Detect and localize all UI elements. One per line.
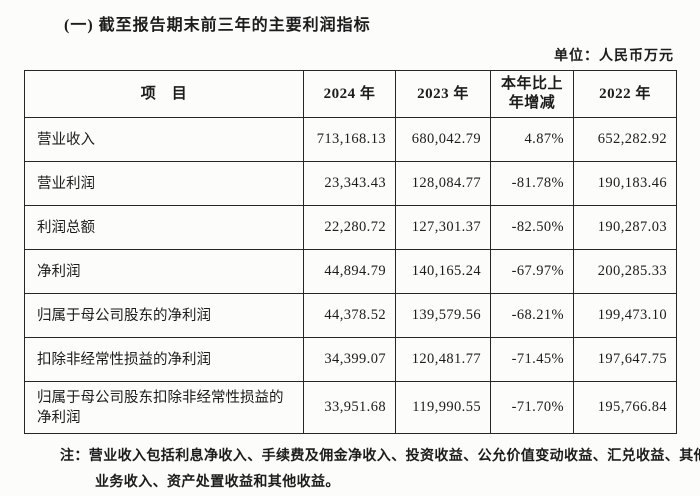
value-2024: 44,378.52 [303, 293, 396, 338]
footnote: 注：营业收入包括利息净收入、手续费及佣金净收入、投资收益、公允价值变动收益、汇兑… [60, 449, 700, 490]
section-title: (一) 截至报告期末前三年的主要利润指标 [64, 17, 371, 34]
value-change: -71.70% [490, 381, 574, 434]
value-2022: 195,766.84 [573, 381, 677, 434]
header-row: 项 目 2024 年 2023 年 本年比上 年增减 2022 年 [24, 70, 677, 118]
value-2024: 34,399.07 [303, 337, 396, 382]
profit-indicators-table: 项 目 2024 年 2023 年 本年比上 年增减 2022 年 营业收入 7… [24, 70, 677, 434]
row-label: 利润总额 [24, 205, 304, 250]
row-label: 归属于母公司股东扣除非经常性损益的净利润 [24, 381, 304, 434]
row-label: 营业利润 [24, 161, 304, 206]
table-row-net-profit-excl-nonrecurring: 扣除非经常性损益的净利润 34,399.07 120,481.77 -71.45… [24, 337, 677, 382]
value-2024: 33,951.68 [303, 381, 396, 434]
value-change: -67.97% [490, 249, 574, 294]
column-header-change-line1: 本年比上 [500, 76, 563, 92]
value-change: -82.50% [490, 205, 574, 250]
value-2022: 200,285.33 [573, 249, 677, 294]
unit-label: 单位：人民币万元 [554, 49, 674, 64]
value-2023: 127,301.37 [395, 205, 491, 250]
value-2022: 190,183.46 [573, 161, 677, 206]
column-header-2023: 2023 年 [395, 70, 491, 118]
value-2024: 44,894.79 [303, 249, 396, 294]
value-2023: 140,165.24 [395, 249, 491, 294]
column-header-change-line2: 年增减 [508, 95, 556, 111]
value-2022: 652,282.92 [573, 117, 677, 162]
value-change: -81.78% [490, 161, 574, 206]
value-2023: 139,579.56 [395, 293, 491, 338]
value-2022: 190,287.03 [573, 205, 677, 250]
row-label: 营业收入 [24, 117, 304, 162]
value-2024: 713,168.13 [303, 117, 396, 162]
value-2023: 119,990.55 [395, 381, 491, 434]
row-label: 归属于母公司股东的净利润 [24, 293, 304, 338]
table-row-total-profit: 利润总额 22,280.72 127,301.37 -82.50% 190,28… [24, 205, 677, 250]
column-header-change: 本年比上 年增减 [490, 70, 574, 118]
value-2023: 120,481.77 [395, 337, 491, 382]
table-row-operating-profit: 营业利润 23,343.43 128,084.77 -81.78% 190,18… [24, 161, 677, 206]
column-header-item: 项 目 [24, 70, 304, 118]
table-row-net-profit-parent: 归属于母公司股东的净利润 44,378.52 139,579.56 -68.21… [24, 293, 677, 338]
table-row-net-profit-parent-excl-nonrecurring: 归属于母公司股东扣除非经常性损益的净利润 33,951.68 119,990.5… [24, 381, 677, 434]
row-label: 扣除非经常性损益的净利润 [24, 337, 304, 382]
value-2022: 197,647.75 [573, 337, 677, 382]
value-2024: 22,280.72 [303, 205, 396, 250]
value-change: -71.45% [490, 337, 574, 382]
value-2023: 128,084.77 [395, 161, 491, 206]
value-2022: 199,473.10 [573, 293, 677, 338]
value-change: 4.87% [490, 117, 574, 162]
row-label: 净利润 [24, 249, 304, 294]
value-change: -68.21% [490, 293, 574, 338]
column-header-2024: 2024 年 [303, 70, 396, 118]
value-2024: 23,343.43 [303, 161, 396, 206]
column-header-2022: 2022 年 [573, 70, 677, 118]
table-row-net-profit: 净利润 44,894.79 140,165.24 -67.97% 200,285… [24, 249, 677, 294]
value-2023: 680,042.79 [395, 117, 491, 162]
table-row-operating-income: 营业收入 713,168.13 680,042.79 4.87% 652,282… [24, 117, 677, 162]
